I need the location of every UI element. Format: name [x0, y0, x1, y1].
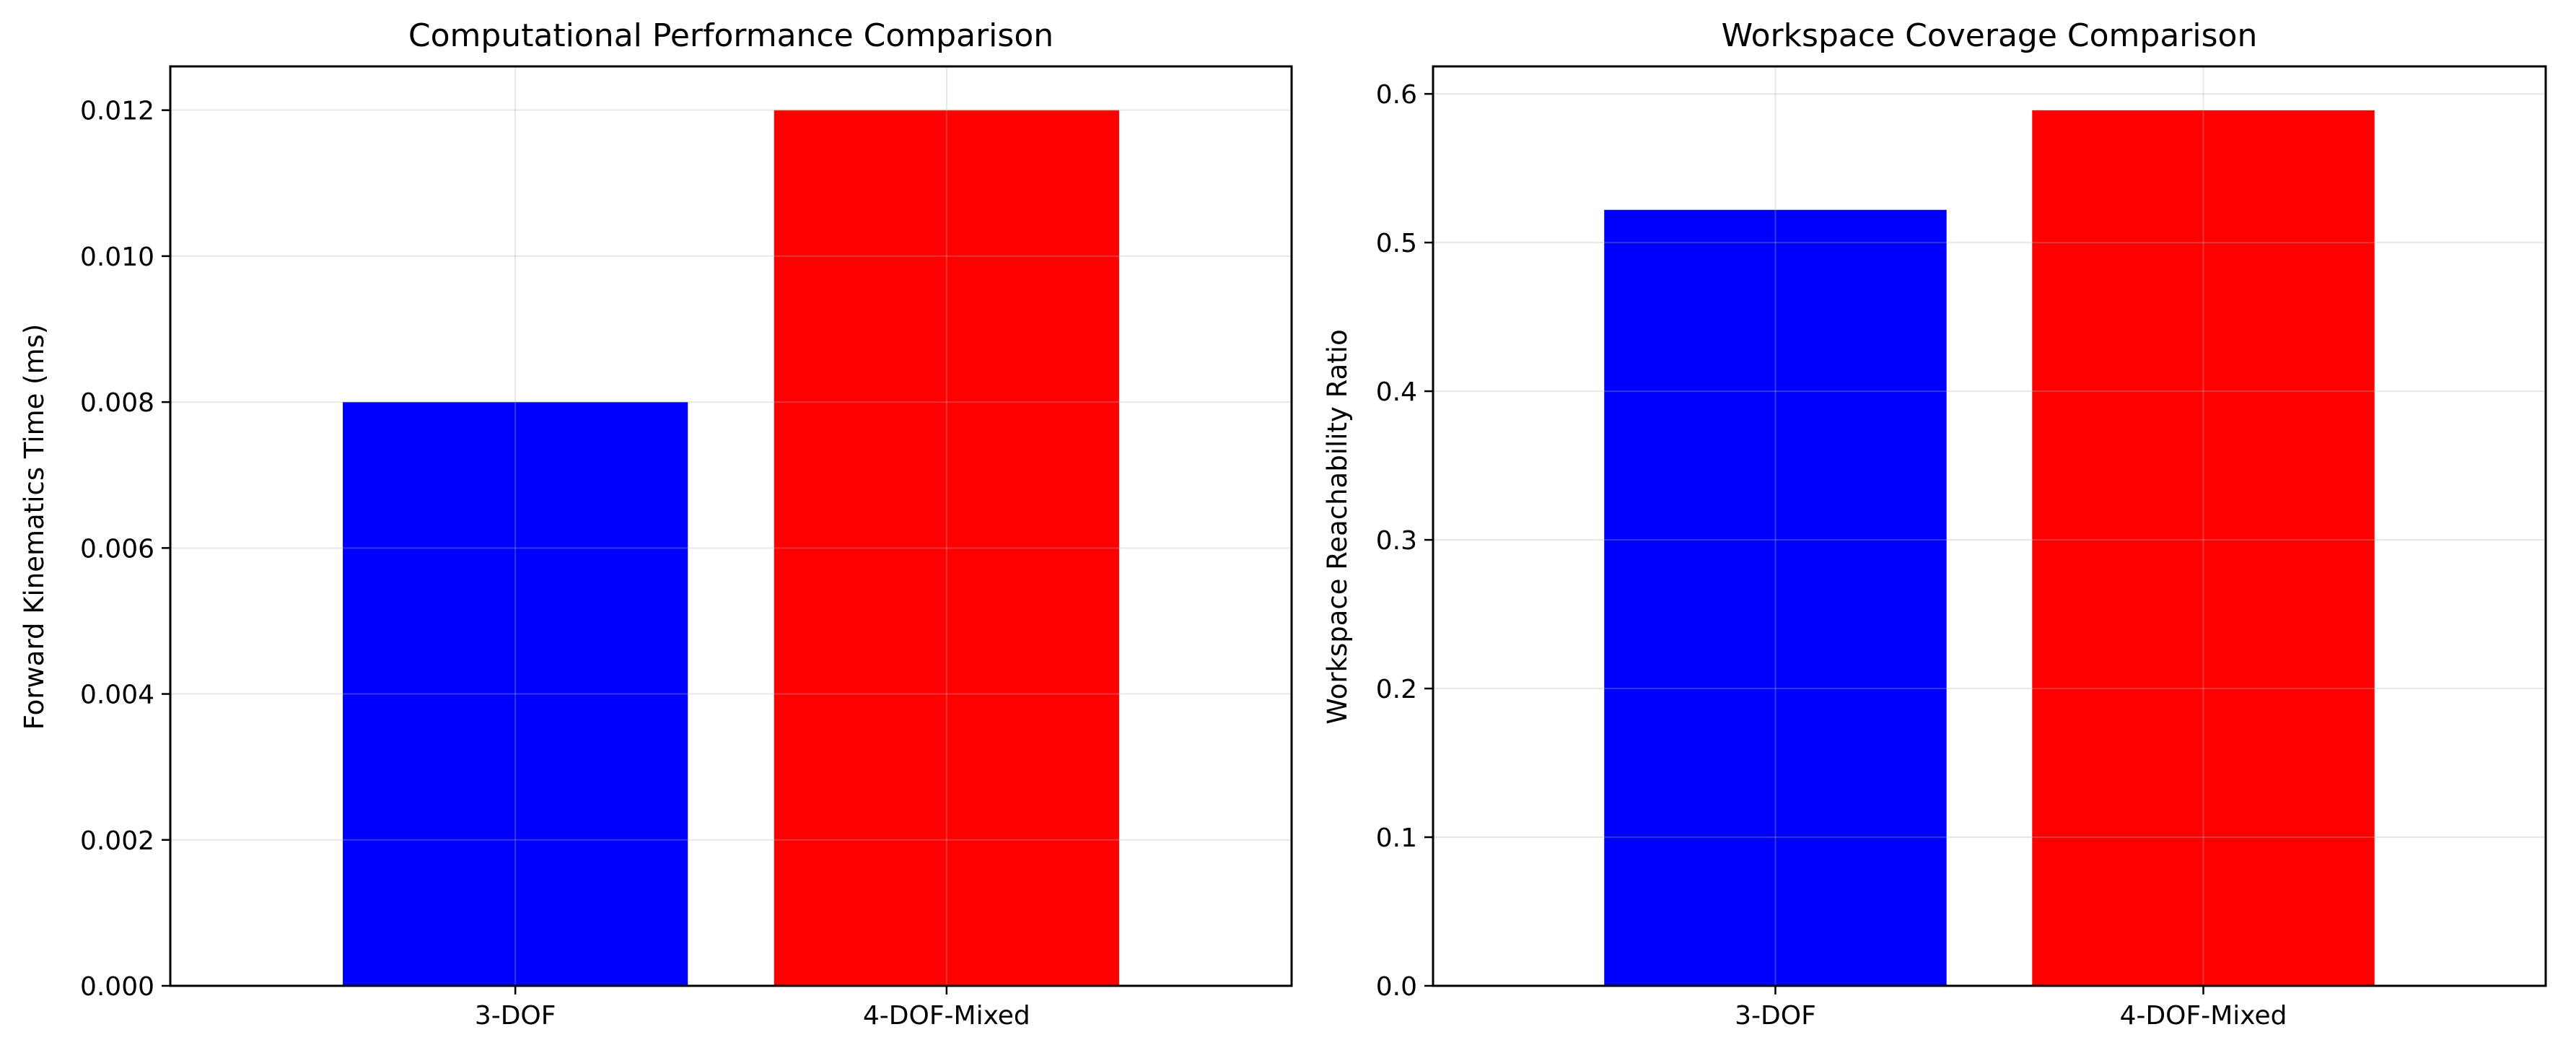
- bar-3-dof: [1604, 209, 1947, 986]
- x-tick-label: 4-DOF-Mixed: [2120, 1001, 2287, 1031]
- y-tick-label: 0.5: [1376, 229, 1417, 258]
- plot-frame: [169, 65, 1293, 987]
- y-tick-label: 0.010: [80, 242, 154, 272]
- y-tick-label: 0.006: [80, 534, 154, 564]
- y-tick-label: 0.2: [1376, 675, 1417, 704]
- y-tick-label: 0.3: [1376, 526, 1417, 556]
- bar-4-dof-mixed: [2032, 110, 2375, 986]
- y-tick-label: 0.004: [80, 681, 154, 710]
- y-axis-label: Workspace Reachability Ratio: [1322, 329, 1353, 724]
- y-tick-label: 0.008: [80, 388, 154, 418]
- bar-4-dof-mixed: [774, 110, 1119, 987]
- x-tick-label: 4-DOF-Mixed: [863, 1001, 1030, 1031]
- y-axis-label: Forward Kinematics Time (ms): [19, 324, 50, 730]
- x-tick-label: 3-DOF: [1735, 1001, 1816, 1031]
- y-tick-label: 0.012: [80, 97, 154, 126]
- y-tick-label: 0.000: [80, 972, 154, 1002]
- panel-performance: Computational Performance Comparison For…: [19, 17, 1293, 1031]
- chart-title: Computational Performance Comparison: [408, 17, 1053, 54]
- y-tick-label: 0.4: [1376, 377, 1417, 407]
- y-tick-label: 0.0: [1376, 972, 1417, 1002]
- bar-3-dof: [343, 402, 688, 986]
- plot-frame: [1432, 65, 2547, 987]
- x-tick-label: 3-DOF: [475, 1001, 556, 1031]
- panel-coverage: Workspace Coverage Comparison Workspace …: [1322, 17, 2547, 1031]
- chart-title: Workspace Coverage Comparison: [1722, 17, 2258, 54]
- y-tick-label: 0.1: [1376, 823, 1417, 853]
- y-tick-label: 0.6: [1376, 80, 1417, 110]
- y-tick-label: 0.002: [80, 826, 154, 856]
